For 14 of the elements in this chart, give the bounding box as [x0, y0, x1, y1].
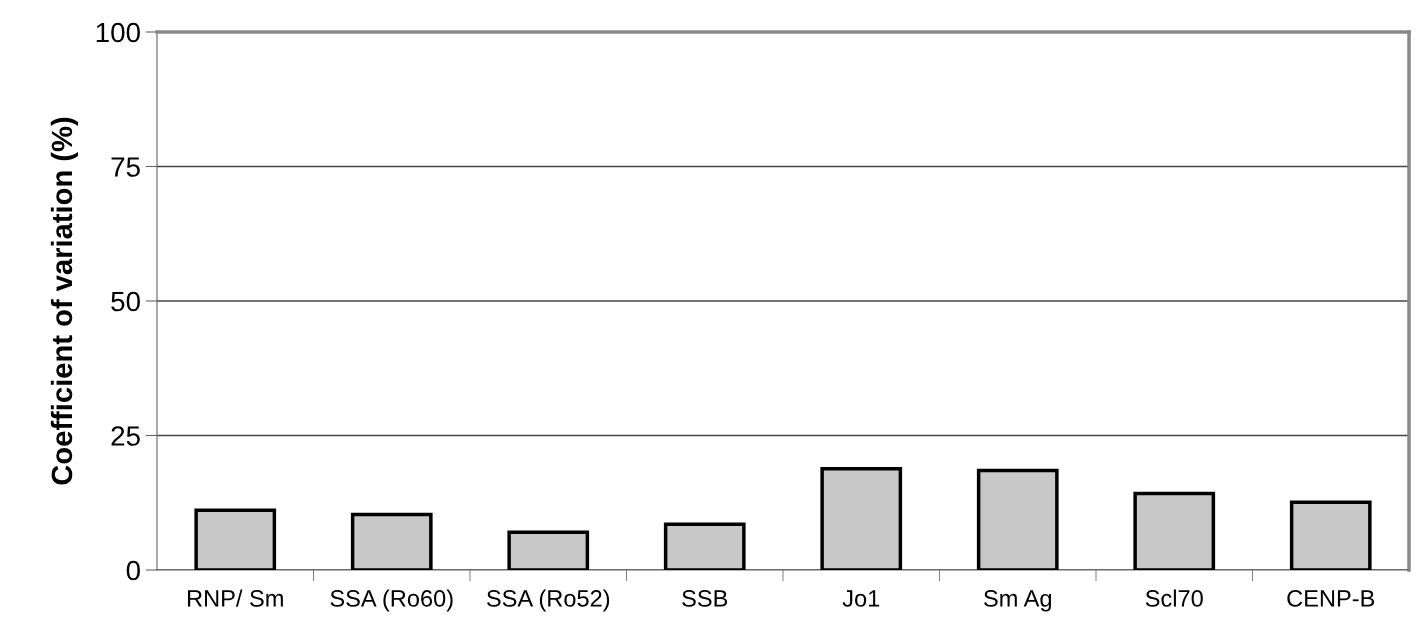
- x-tick-label: Sm Ag: [984, 590, 1052, 612]
- x-tick-label: SSB: [682, 590, 728, 607]
- x-tick-label: Jo1: [842, 590, 880, 607]
- y-tick-label: 50: [111, 291, 140, 312]
- y-tick-label: 25: [111, 426, 140, 446]
- x-tick-label: SSA (Ro52): [486, 589, 610, 612]
- x-tick-label: RNP/ Sm: [187, 589, 283, 607]
- y-tick-label: 0: [126, 560, 140, 581]
- y-axis-title: Coefficient of variation (%): [50, 117, 79, 485]
- x-tick-label: Scl70: [1145, 589, 1203, 607]
- x-tick-label: CENP-B: [1287, 590, 1375, 607]
- x-tick-label: SSA (Ro60): [330, 589, 453, 612]
- y-tick-label: 100: [96, 22, 140, 43]
- y-tick-label: 75: [111, 157, 140, 177]
